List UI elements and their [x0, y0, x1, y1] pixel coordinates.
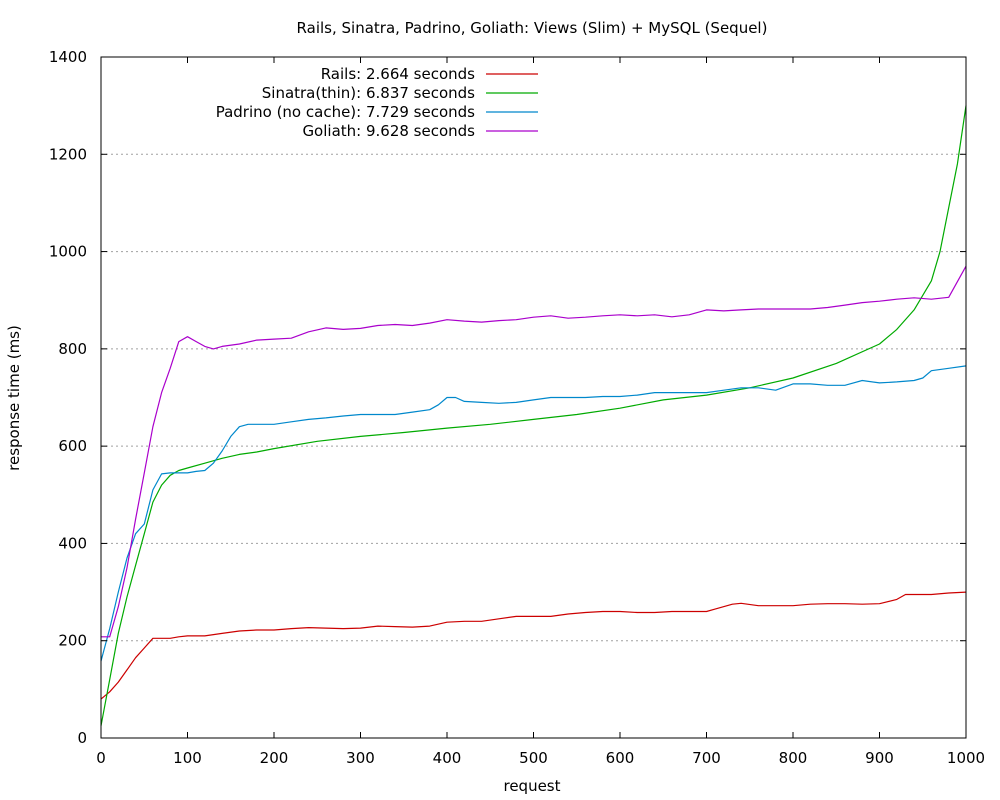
y-tick-label-7: 1400: [49, 48, 87, 66]
x-tick-label-5: 500: [519, 749, 548, 767]
y-tick-label-1: 200: [58, 632, 87, 650]
x-tick-label-4: 400: [433, 749, 462, 767]
y-tick-label-6: 1200: [49, 145, 87, 163]
legend-label-2: Padrino (no cache): 7.729 seconds: [216, 103, 475, 121]
series-line-3: [101, 265, 967, 638]
plot-frame: [100, 56, 967, 739]
x-tick-label-9: 900: [865, 749, 894, 767]
x-tick-label-2: 200: [260, 749, 289, 767]
x-tick-label-10: 1000: [947, 749, 985, 767]
y-tick-label-5: 1000: [49, 243, 87, 261]
legend-label-3: Goliath: 9.628 seconds: [302, 122, 475, 140]
y-tick-label-4: 800: [58, 340, 87, 358]
chart-title: Rails, Sinatra, Padrino, Goliath: Views …: [297, 19, 768, 37]
y-tick-label-3: 600: [58, 437, 87, 455]
legend-label-1: Sinatra(thin): 6.837 seconds: [262, 84, 475, 102]
series-line-1: [100, 105, 967, 726]
x-tick-label-6: 600: [606, 749, 635, 767]
x-tick-label-7: 700: [692, 749, 721, 767]
legend-label-0: Rails: 2.664 seconds: [321, 65, 475, 83]
x-tick-label-3: 300: [346, 749, 375, 767]
series-lines: [100, 105, 967, 726]
x-tick-label-0: 0: [96, 749, 106, 767]
y-tick-label-0: 0: [77, 729, 87, 747]
series-line-2: [100, 365, 967, 662]
grid-lines: [101, 153, 966, 642]
y-axis-label: response time (ms): [5, 325, 23, 471]
y-tick-label-2: 400: [58, 534, 87, 552]
axis-ticks: 0 200 400 600 800 1000 1200 1400 0 100 200 300 400 50…: [49, 48, 985, 767]
series-line-0: [100, 591, 967, 700]
x-axis-label: request: [503, 777, 560, 795]
x-tick-label-1: 100: [173, 749, 202, 767]
x-tick-label-8: 800: [779, 749, 808, 767]
